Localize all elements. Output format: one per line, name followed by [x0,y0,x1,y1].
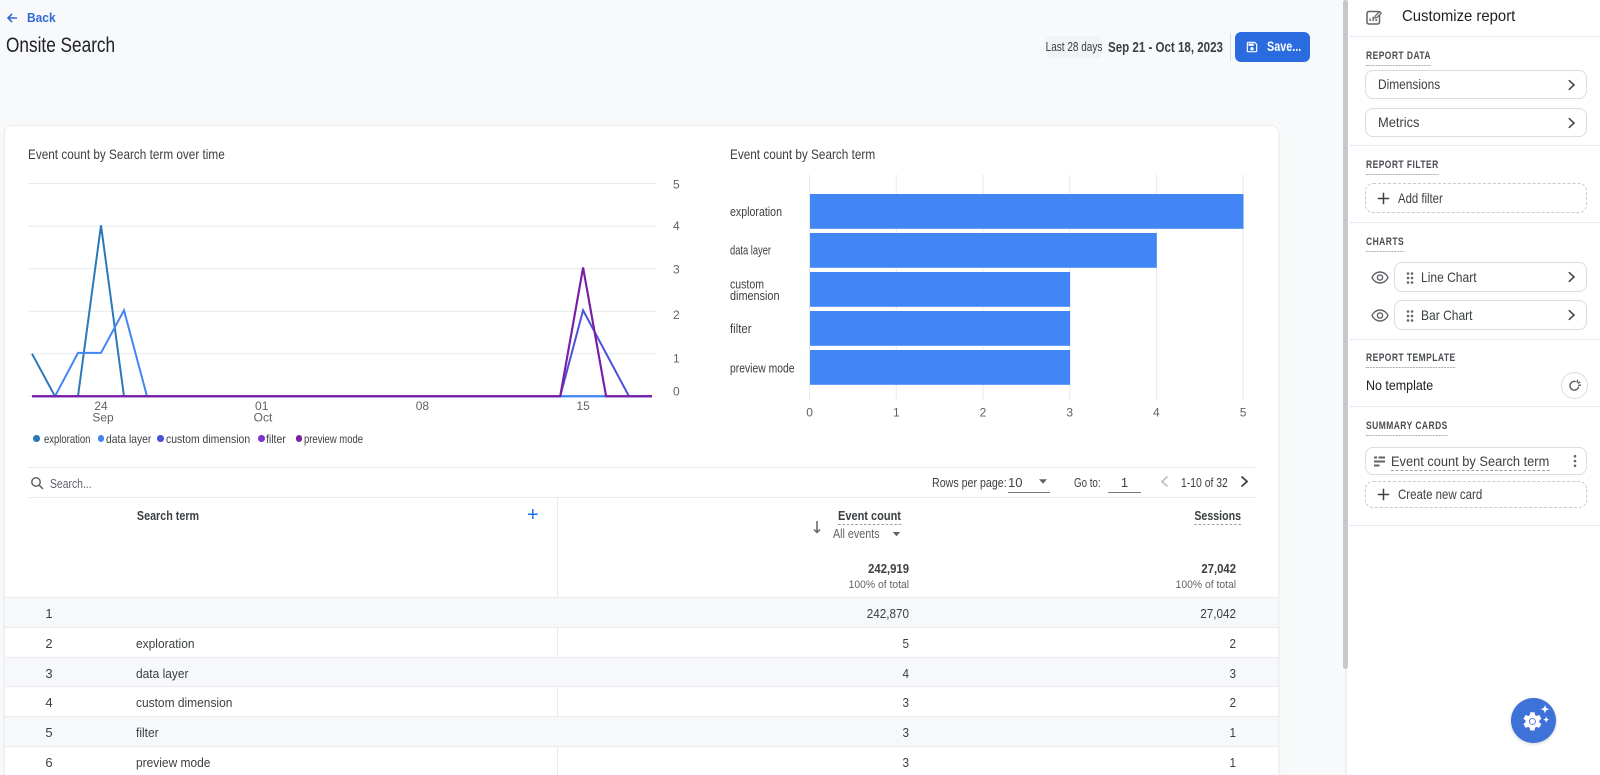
svg-text:3: 3 [1066,406,1073,420]
svg-text:5: 5 [673,178,680,192]
svg-text:filter: filter [730,322,752,336]
svg-text:2: 2 [673,308,680,322]
svg-text:Oct: Oct [254,411,273,425]
svg-text:exploration: exploration [730,205,782,219]
svg-text:0: 0 [673,384,680,398]
svg-text:24: 24 [94,399,108,413]
svg-text:4: 4 [673,219,680,233]
svg-text:data layer: data layer [730,244,771,258]
svg-text:5: 5 [1240,406,1247,420]
svg-text:3: 3 [673,263,680,277]
svg-text:1: 1 [893,406,900,420]
svg-text:Sep: Sep [92,411,114,425]
svg-text:1: 1 [673,352,680,366]
svg-text:custom: custom [730,277,764,291]
svg-text:4: 4 [1153,406,1160,420]
svg-text:0: 0 [806,406,813,420]
svg-text:15: 15 [576,399,590,413]
svg-text:preview mode: preview mode [730,362,795,376]
svg-text:01: 01 [255,399,269,413]
svg-text:2: 2 [980,406,987,420]
svg-text:08: 08 [416,399,430,413]
svg-text:dimension: dimension [730,289,780,303]
